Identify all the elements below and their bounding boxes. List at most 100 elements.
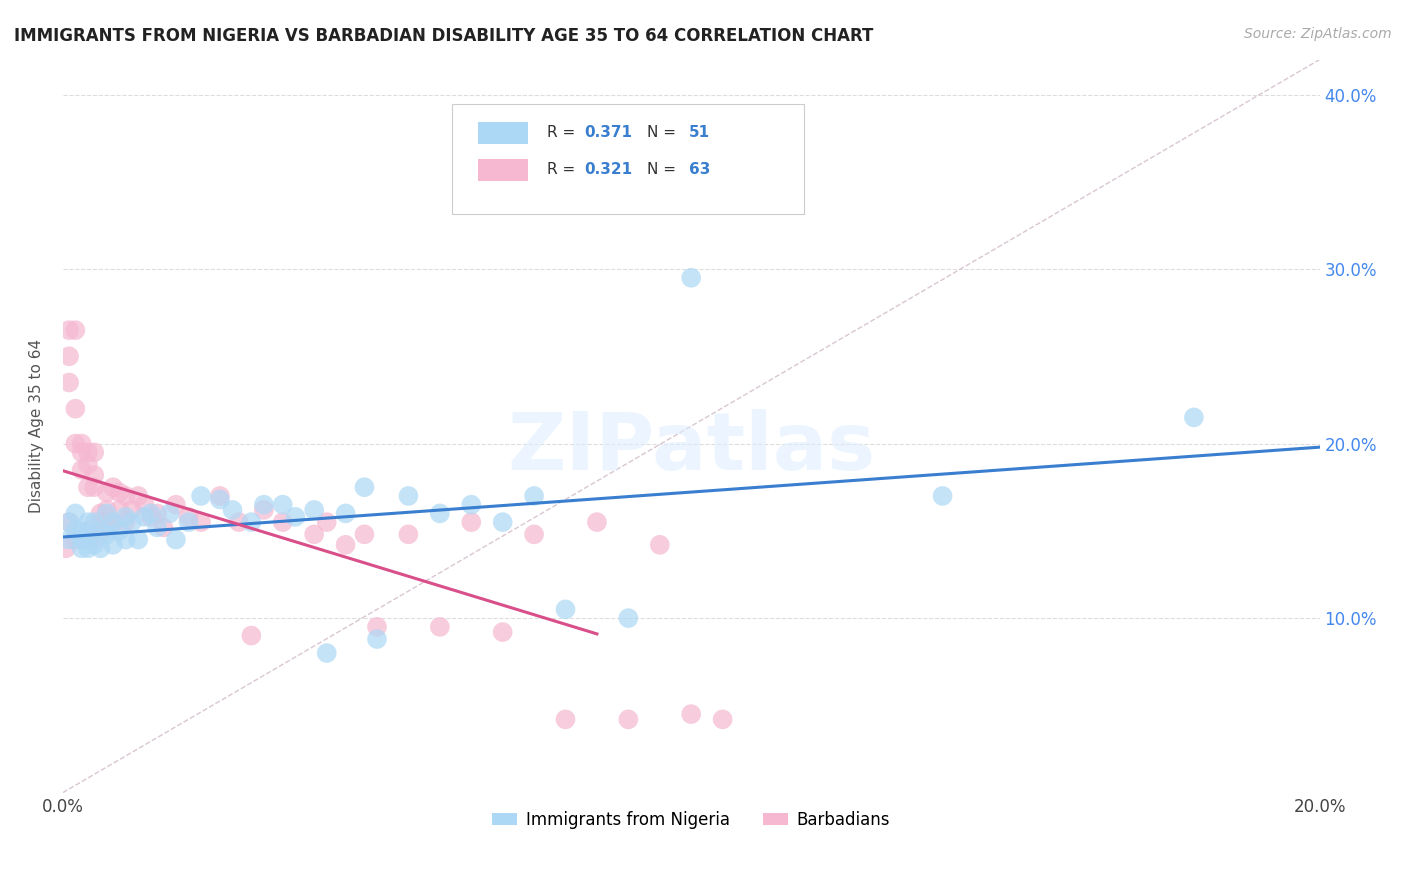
Point (83, 468, 105, 483)
Point (271, 515, 294, 529)
Text: ZIPatlas: ZIPatlas (508, 409, 876, 487)
Legend: Immigrants from Nigeria, Barbadians: Immigrants from Nigeria, Barbadians (486, 805, 897, 836)
Point (335, 538, 357, 552)
Point (681, 707, 703, 722)
Point (460, 498, 482, 512)
Point (101, 480, 124, 494)
Point (139, 507, 162, 521)
Point (366, 632, 388, 646)
Point (70, 533, 93, 547)
Point (302, 527, 325, 541)
Point (460, 515, 482, 529)
Point (554, 712, 576, 726)
Point (65, 533, 87, 547)
Point (65, 436, 87, 450)
Point (271, 498, 294, 512)
Point (523, 527, 546, 541)
Point (146, 520, 169, 534)
Text: R =: R = (547, 162, 579, 177)
Point (89, 515, 111, 529)
Point (83, 445, 105, 459)
Point (617, 611, 640, 625)
Point (70, 463, 93, 477)
Point (396, 489, 419, 503)
Point (648, 538, 671, 552)
Text: 0.321: 0.321 (585, 162, 633, 177)
Point (177, 515, 200, 529)
Point (681, 270, 703, 285)
Point (586, 515, 609, 529)
Point (101, 538, 124, 552)
Point (127, 489, 149, 503)
Text: 0.371: 0.371 (585, 126, 633, 140)
Point (89, 507, 111, 521)
Point (101, 515, 124, 529)
Point (429, 507, 451, 521)
Point (190, 489, 212, 503)
Point (89, 541, 111, 556)
Point (96, 503, 118, 517)
Point (108, 503, 131, 517)
Point (159, 507, 181, 521)
FancyBboxPatch shape (453, 103, 804, 213)
Y-axis label: Disability Age 35 to 64: Disability Age 35 to 64 (30, 339, 44, 513)
Point (315, 515, 337, 529)
Text: 51: 51 (689, 126, 710, 140)
Point (302, 503, 325, 517)
Point (96, 515, 118, 529)
Point (96, 507, 118, 521)
Point (353, 527, 375, 541)
Point (96, 527, 118, 541)
Point (77, 445, 100, 459)
Point (83, 480, 105, 494)
Point (353, 480, 375, 494)
Point (77, 515, 100, 529)
Point (58, 349, 80, 363)
Point (208, 492, 231, 507)
Point (70, 436, 93, 450)
Point (70, 445, 93, 459)
Point (65, 524, 87, 538)
Point (114, 489, 136, 503)
Point (77, 541, 100, 556)
Point (58, 515, 80, 529)
Point (114, 509, 136, 524)
Point (152, 520, 174, 534)
Point (240, 515, 263, 529)
Point (253, 498, 276, 512)
Point (89, 524, 111, 538)
Point (121, 503, 143, 517)
Point (1182, 410, 1205, 425)
Point (121, 515, 143, 529)
Point (284, 509, 307, 524)
Point (366, 620, 388, 634)
Point (190, 515, 212, 529)
Point (127, 533, 149, 547)
Text: IMMIGRANTS FROM NIGERIA VS BARBADIAN DISABILITY AGE 35 TO 64 CORRELATION CHART: IMMIGRANTS FROM NIGERIA VS BARBADIAN DIS… (14, 27, 873, 45)
Point (165, 533, 187, 547)
Point (523, 489, 546, 503)
Point (58, 323, 80, 337)
Text: Source: ZipAtlas.com: Source: ZipAtlas.com (1244, 27, 1392, 41)
Point (108, 524, 131, 538)
Point (554, 602, 576, 616)
Point (711, 712, 734, 726)
Point (221, 503, 243, 517)
Point (65, 507, 87, 521)
Point (96, 485, 118, 500)
Text: N =: N = (647, 126, 681, 140)
Point (101, 515, 124, 529)
Point (58, 515, 80, 529)
FancyBboxPatch shape (478, 122, 527, 144)
Point (139, 509, 162, 524)
Point (89, 527, 111, 541)
Point (931, 489, 953, 503)
Point (429, 620, 451, 634)
Point (77, 524, 100, 538)
Point (83, 515, 105, 529)
Point (146, 507, 169, 521)
Text: 63: 63 (689, 162, 710, 177)
Point (492, 625, 515, 640)
Point (134, 498, 156, 512)
Point (228, 515, 250, 529)
